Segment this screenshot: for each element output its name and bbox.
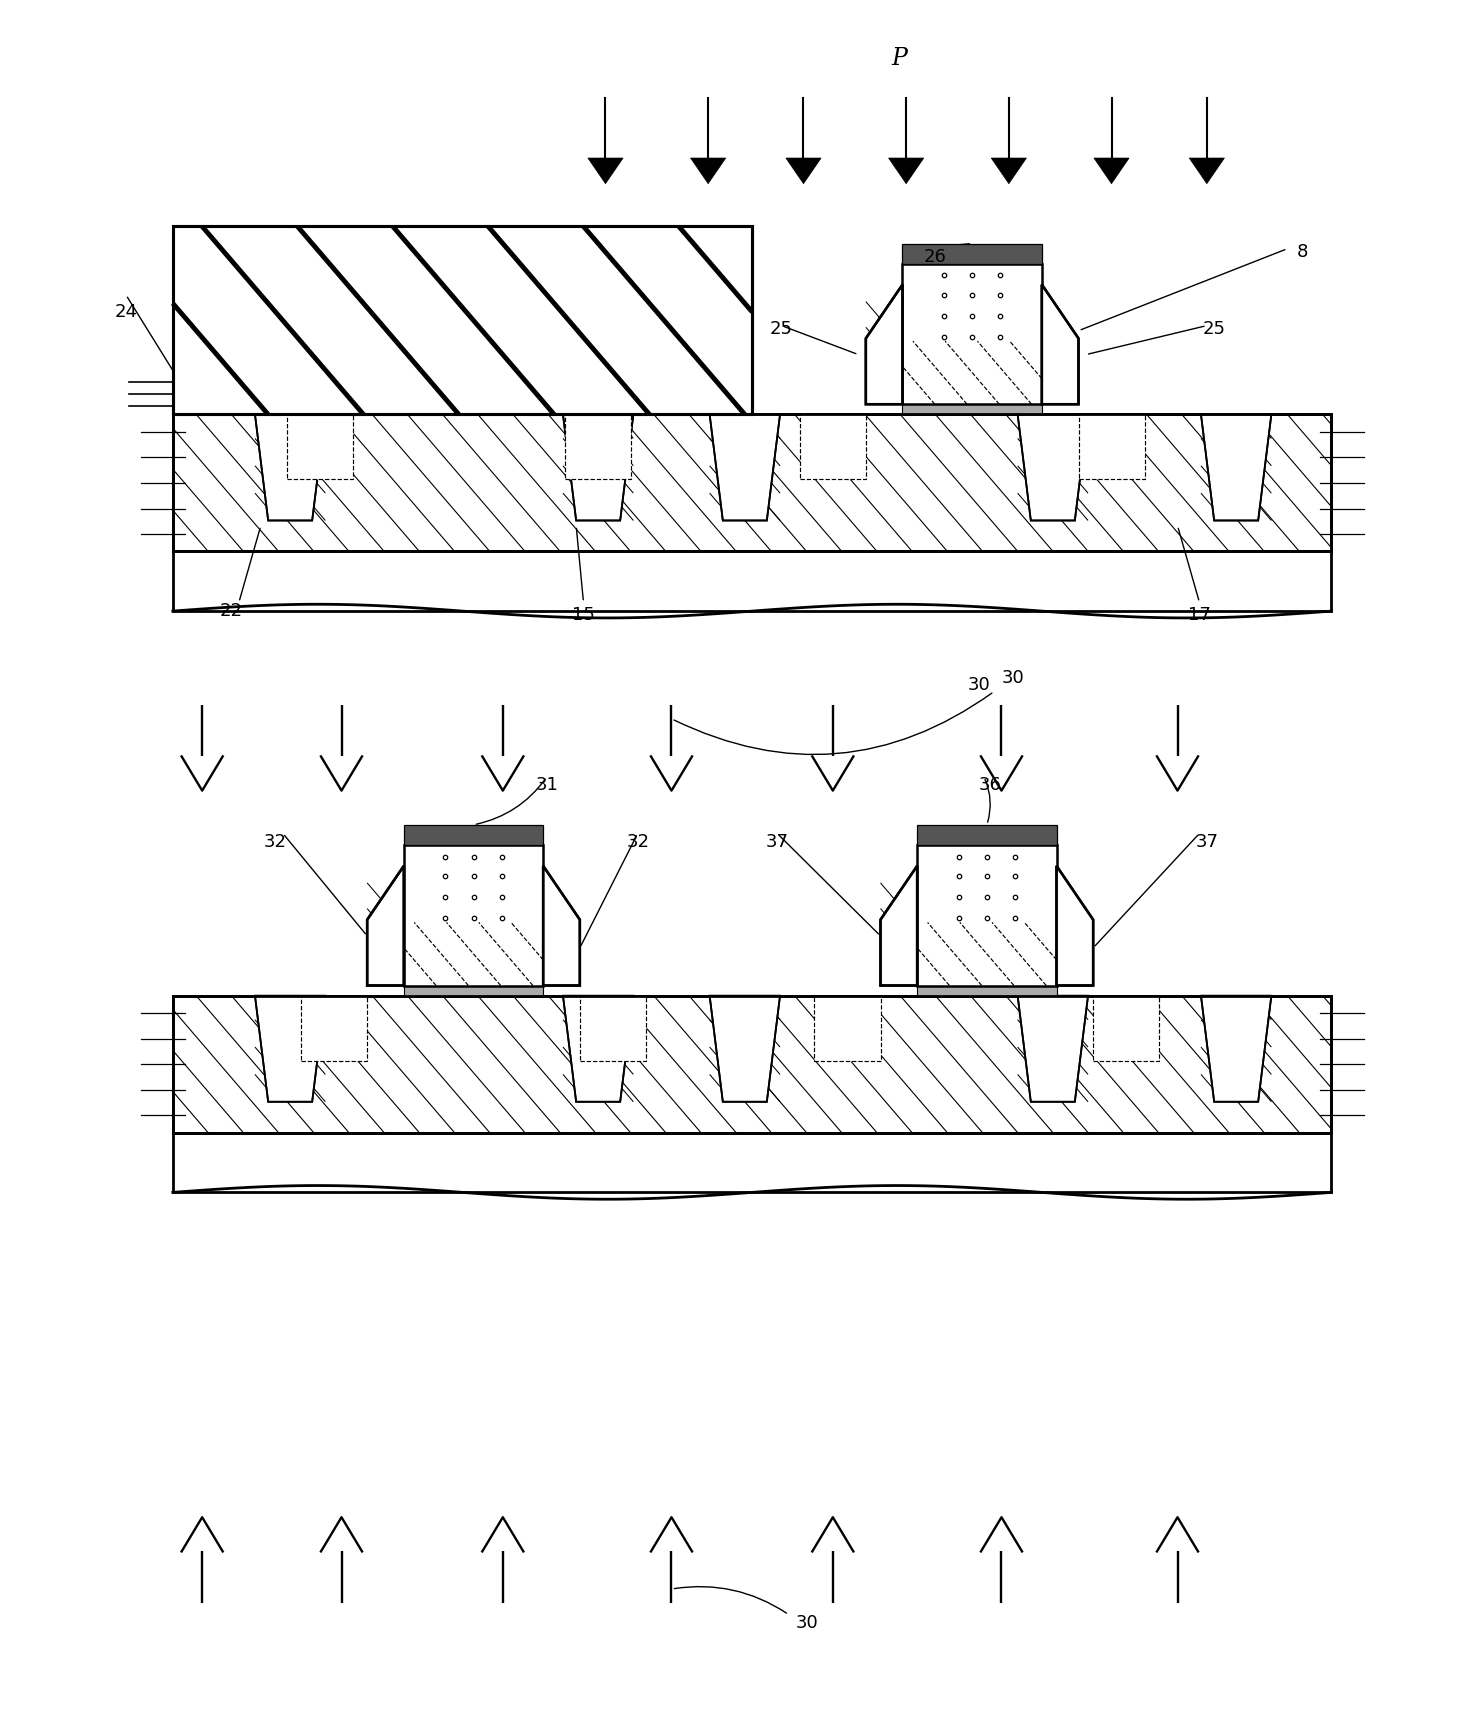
Text: 30: 30 xyxy=(968,675,991,694)
Text: 32: 32 xyxy=(264,833,288,850)
Bar xyxy=(389,244,528,265)
Bar xyxy=(917,845,1056,986)
Bar xyxy=(917,986,1056,996)
Bar xyxy=(286,414,353,479)
Text: 25: 25 xyxy=(1202,320,1226,338)
Text: 25: 25 xyxy=(770,320,794,338)
Bar xyxy=(173,996,1332,1132)
Text: 30: 30 xyxy=(796,1615,819,1632)
Text: 22: 22 xyxy=(220,601,243,620)
Polygon shape xyxy=(563,414,633,521)
Polygon shape xyxy=(881,866,917,986)
Bar xyxy=(173,414,1332,551)
Text: 26: 26 xyxy=(923,247,947,266)
Polygon shape xyxy=(866,285,903,404)
Bar xyxy=(565,414,631,479)
Bar xyxy=(404,845,543,986)
Bar xyxy=(404,825,543,845)
Polygon shape xyxy=(786,158,822,184)
Polygon shape xyxy=(563,996,633,1101)
Text: 36: 36 xyxy=(978,777,1002,794)
Polygon shape xyxy=(1189,158,1224,184)
Text: 17: 17 xyxy=(1187,605,1211,624)
Bar xyxy=(903,244,1041,265)
Polygon shape xyxy=(1018,414,1089,521)
Polygon shape xyxy=(353,285,389,404)
Text: 32: 32 xyxy=(627,833,649,850)
Bar xyxy=(903,265,1041,404)
Polygon shape xyxy=(1056,866,1093,986)
Bar xyxy=(389,265,528,404)
Polygon shape xyxy=(1201,996,1271,1101)
Text: 30: 30 xyxy=(1002,668,1024,687)
Bar xyxy=(173,227,752,414)
Bar xyxy=(1078,414,1145,479)
Bar xyxy=(799,414,866,479)
Bar xyxy=(173,996,1332,1132)
Polygon shape xyxy=(1018,996,1089,1101)
Text: 15: 15 xyxy=(572,605,594,624)
Text: 37: 37 xyxy=(1195,833,1218,850)
Text: 24: 24 xyxy=(115,302,137,321)
Bar xyxy=(173,551,1332,612)
Polygon shape xyxy=(709,414,780,521)
Polygon shape xyxy=(255,414,326,521)
Bar xyxy=(814,996,881,1060)
Bar xyxy=(173,414,1332,551)
Bar xyxy=(389,404,528,414)
Bar xyxy=(1093,996,1159,1060)
Bar xyxy=(580,996,646,1060)
Polygon shape xyxy=(690,158,726,184)
Polygon shape xyxy=(1201,414,1271,521)
Polygon shape xyxy=(1041,285,1078,404)
Polygon shape xyxy=(528,285,565,404)
Text: P: P xyxy=(891,48,907,70)
Bar xyxy=(301,996,367,1060)
Bar xyxy=(917,825,1056,845)
Polygon shape xyxy=(543,866,580,986)
Bar xyxy=(173,227,752,414)
Bar xyxy=(903,404,1041,414)
Polygon shape xyxy=(991,158,1027,184)
Bar xyxy=(404,986,543,996)
Text: 31: 31 xyxy=(535,777,558,794)
Text: 37: 37 xyxy=(766,833,789,850)
Polygon shape xyxy=(1094,158,1128,184)
Polygon shape xyxy=(367,866,404,986)
Text: 8: 8 xyxy=(1297,242,1308,261)
Polygon shape xyxy=(888,158,923,184)
Polygon shape xyxy=(255,996,326,1101)
Bar xyxy=(173,1132,1332,1192)
Polygon shape xyxy=(589,158,622,184)
Polygon shape xyxy=(709,996,780,1101)
